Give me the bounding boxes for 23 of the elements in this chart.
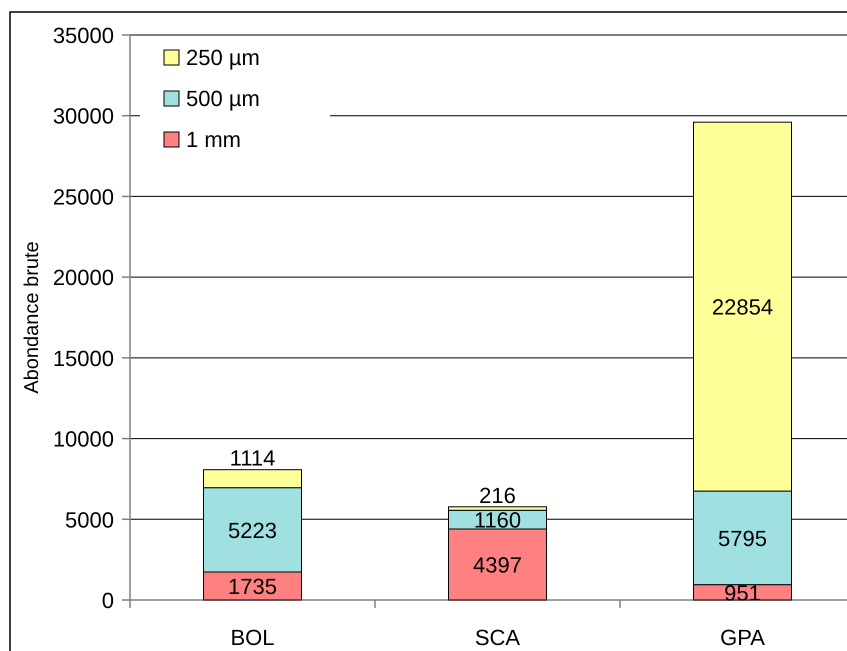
x-tick-label: SCA bbox=[474, 625, 520, 650]
legend-label: 500 µm bbox=[186, 86, 260, 111]
legend-label: 1 mm bbox=[186, 127, 241, 152]
y-tick-label: 30000 bbox=[52, 104, 114, 129]
data-label: 1735 bbox=[228, 574, 277, 599]
x-tick-label: BOL bbox=[230, 625, 275, 650]
y-tick-label: 20000 bbox=[52, 265, 114, 290]
y-tick-label: 5000 bbox=[65, 507, 114, 532]
y-tick-label: 15000 bbox=[52, 346, 114, 371]
data-label: 216 bbox=[479, 482, 516, 508]
y-axis-title: Abondance brute bbox=[21, 241, 43, 394]
legend-label: 250 µm bbox=[186, 45, 260, 70]
data-label: 1160 bbox=[474, 508, 522, 533]
y-tick-label: 35000 bbox=[52, 23, 114, 48]
y-tick-label: 10000 bbox=[52, 426, 114, 452]
data-label: 4397 bbox=[473, 552, 522, 578]
x-tick-label: GPA bbox=[720, 625, 766, 650]
data-label: 5223 bbox=[228, 518, 277, 543]
data-label: 5795 bbox=[718, 526, 767, 551]
data-label: 1114 bbox=[230, 446, 276, 471]
y-tick-label: 25000 bbox=[52, 184, 114, 210]
y-tick-label: 0 bbox=[102, 588, 114, 613]
data-label: 22854 bbox=[712, 294, 774, 320]
